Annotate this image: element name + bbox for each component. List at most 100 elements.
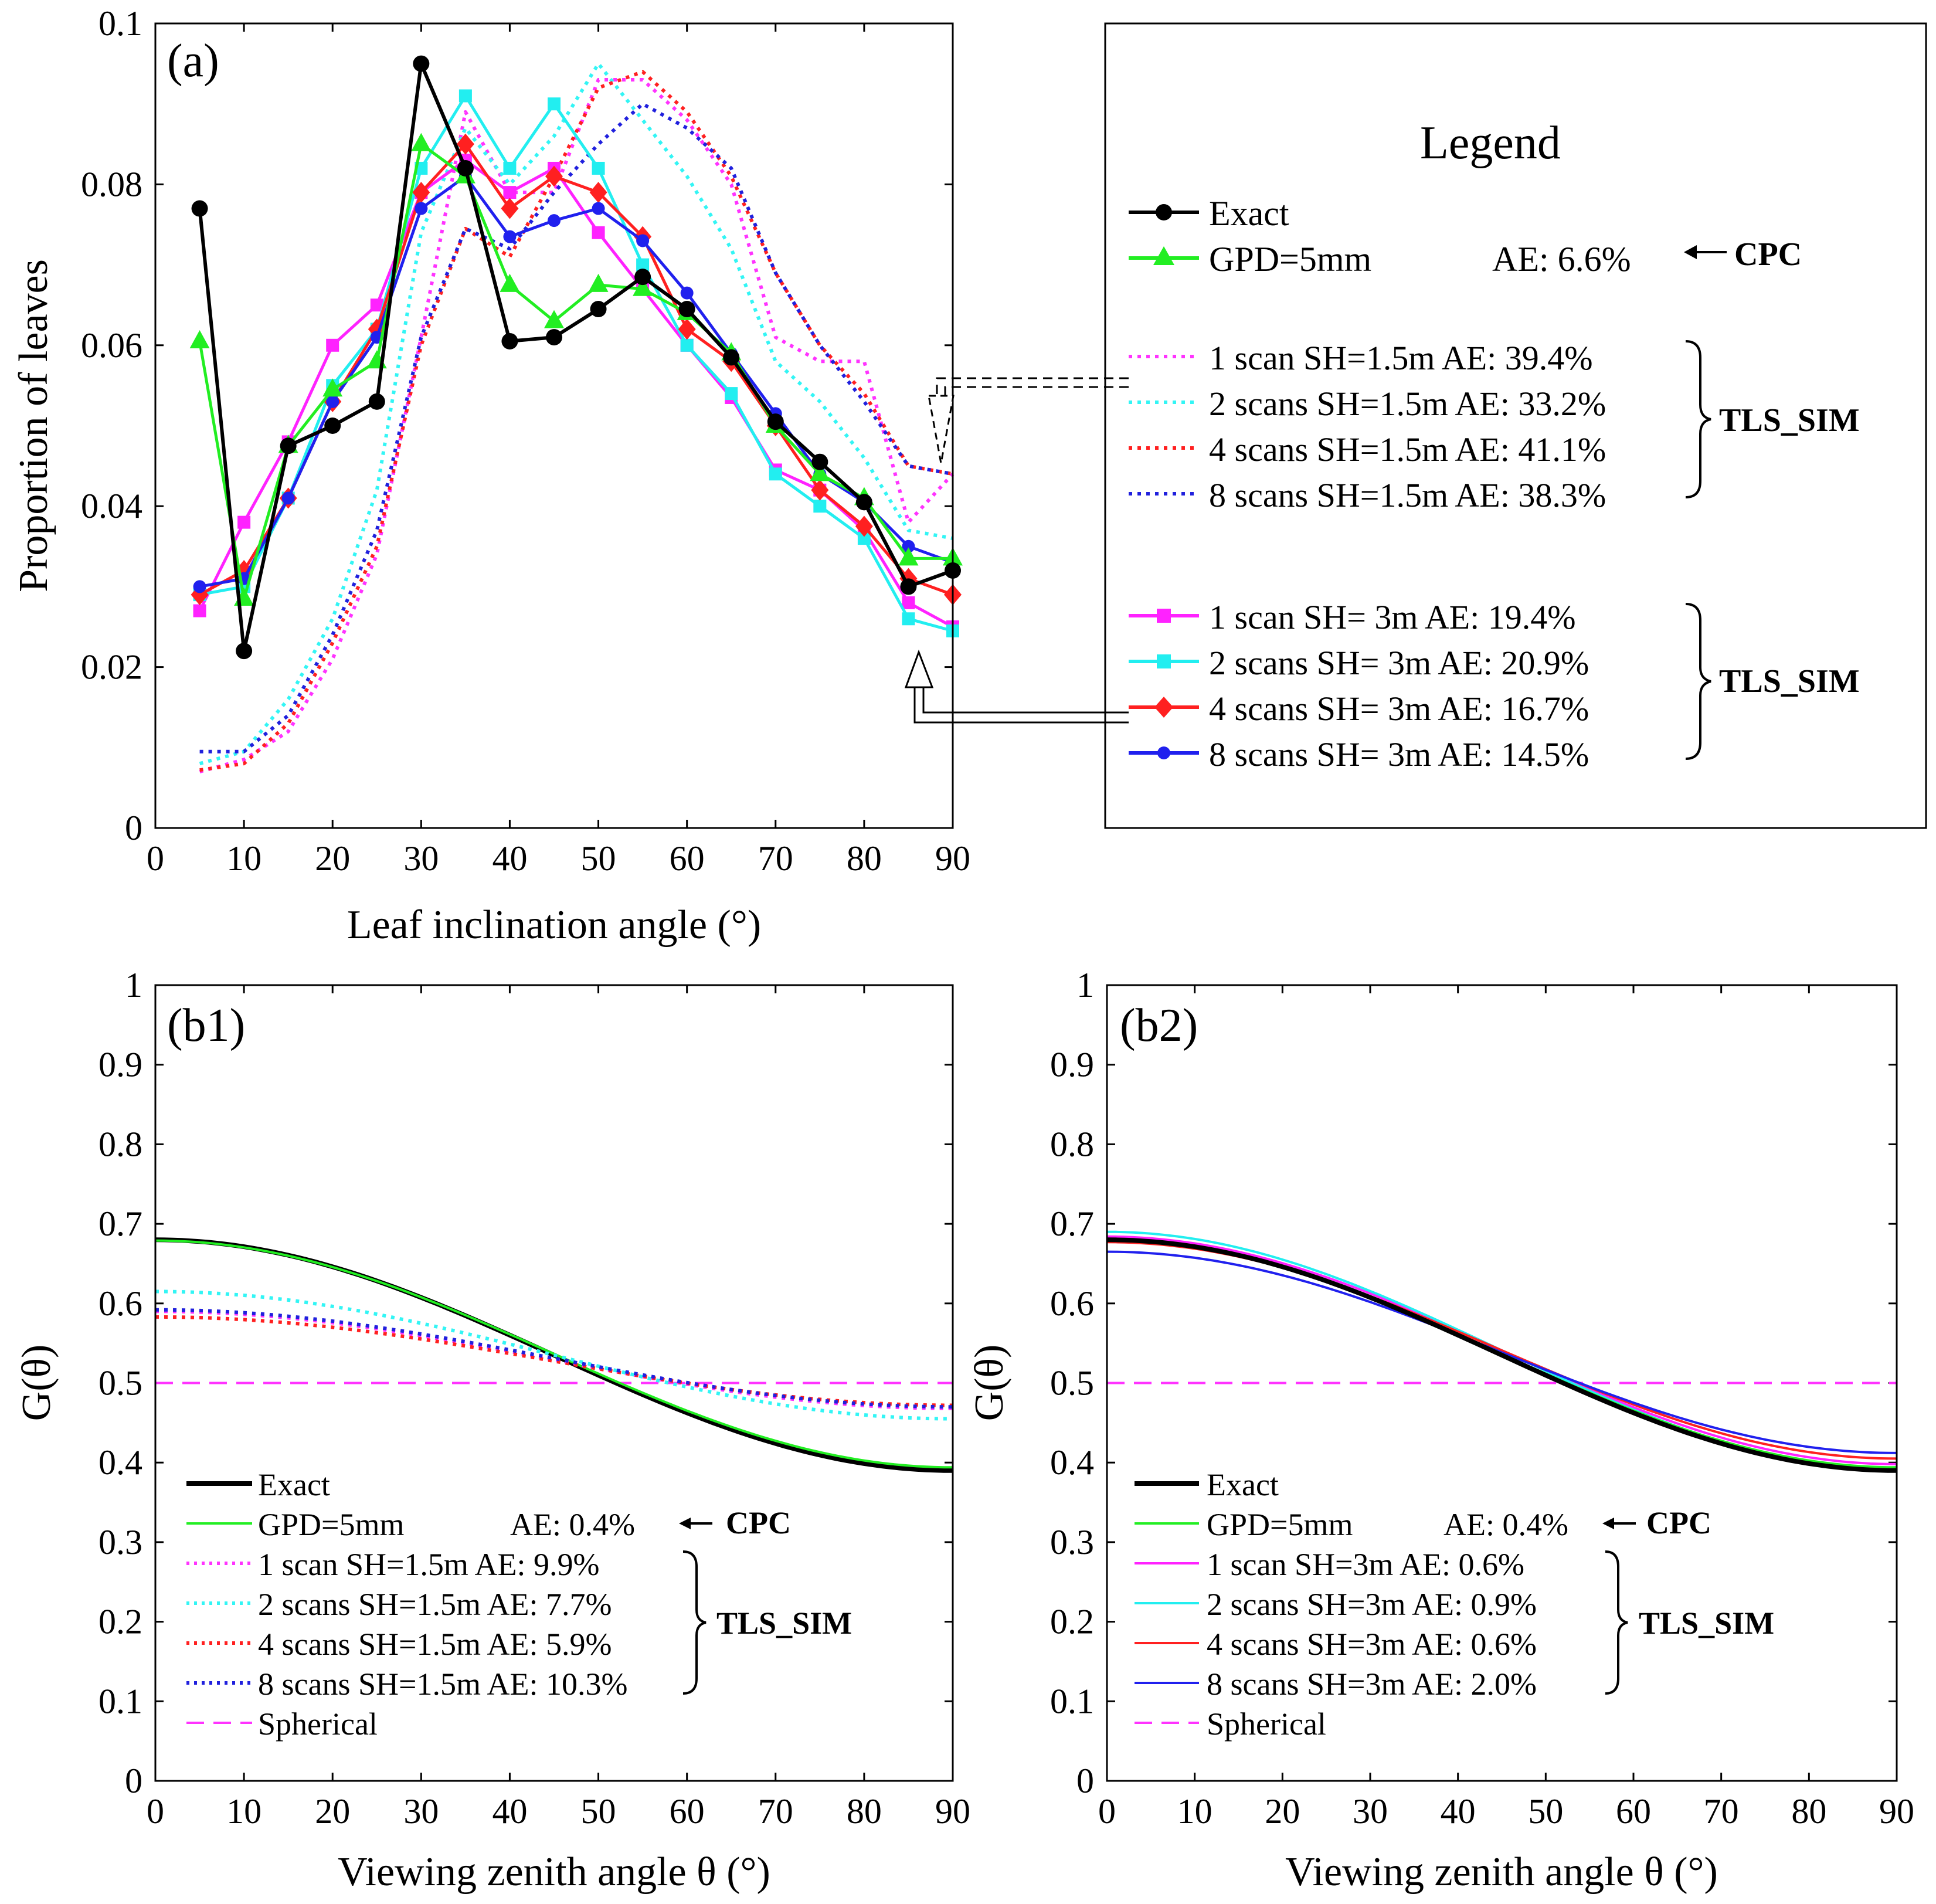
legend-b1-2scans: 2 scans SH=1.5m AE: 7.7% [258,1587,612,1622]
solid-arrow-head-icon [904,649,934,688]
panel-label-a: (a) [167,35,219,87]
legend-b2-1scan: 1 scan SH=3m AE: 0.6% [1207,1547,1524,1582]
x-tick-label: 70 [758,839,793,878]
dashed-arrow-head-icon [928,395,955,464]
legend-b1-tls: TLS_SIM [716,1606,852,1641]
y-tick-label: 0.8 [99,1125,142,1163]
data-point [456,133,474,155]
x-tick-label: 50 [581,1792,616,1831]
data-point [592,226,605,239]
data-point [902,539,915,553]
y-tick-label: 0.5 [1050,1364,1094,1403]
brace-icon [1605,1550,1628,1695]
y-tick-label: 0.06 [81,326,142,365]
x-axis-label-b2: Viewing zenith angle θ (°) [1285,1849,1718,1895]
legend-a: Legend Exact GPD=5mm AE: 6.6% CPC 1 scan… [1104,22,1927,829]
data-point [588,273,609,292]
data-point [280,437,297,454]
data-point [413,55,430,72]
data-point [855,515,873,537]
legend-label-2scans-3m: 2 scans SH= 3m AE: 20.9% [1209,644,1589,682]
data-point [191,200,208,217]
y-tick-label: 0.3 [1050,1523,1094,1562]
x-tick-label: 30 [1353,1792,1388,1831]
legend-b1-exact: Exact [258,1467,330,1502]
legend-label-2scans-1.5m: 2 scans SH=1.5m AE: 33.2% [1209,385,1606,423]
y-tick-label: 0.4 [99,1443,142,1482]
brace-icon [1685,603,1711,760]
axes-frame-a [154,22,954,829]
y-tick-label: 0.04 [81,487,142,525]
data-point [411,133,432,151]
legend-b2: Exact GPD=5mm AE: 0.4% CPC 1 scan SH=3m … [1135,1467,1774,1742]
x-tick-label: 80 [1791,1792,1826,1831]
legend-b1-cpc: CPC [726,1505,791,1540]
legend-label-gpd: GPD=5mm [1209,240,1371,279]
y-tick-label: 0.4 [1050,1443,1094,1482]
brace-icon [1685,340,1711,498]
data-point [636,234,650,247]
data-point [500,273,520,292]
legend-b1-spherical: Spherical [258,1706,378,1742]
data-point [544,310,564,328]
data-point [501,332,518,349]
panel-label-b1: (b1) [167,1000,245,1051]
cpc-arrow-icon [1684,245,1697,259]
series-line [155,1308,953,1409]
x-tick-label: 80 [847,1792,882,1831]
data-point [548,214,561,228]
data-point [326,395,339,408]
y-tick-label: 0 [1076,1762,1094,1800]
cpc-arrow-icon [1602,1518,1614,1529]
legend-b2-gpd-ae: AE: 0.4% [1443,1507,1568,1542]
axes-frame-b2 [1106,984,1898,1782]
y-tick-label: 0.9 [99,1046,142,1084]
y-tick-label: 0.08 [81,165,142,203]
legend-label-1scan-3m: 1 scan SH= 3m AE: 19.4% [1209,598,1576,636]
y-tick-label: 0.6 [99,1284,142,1323]
legend-b1-8scans: 8 scans SH=1.5m AE: 10.3% [258,1667,627,1702]
y-tick-label: 0.1 [1050,1682,1094,1720]
axes-frame-b1 [154,984,954,1782]
legend-b1-gpd-ae: AE: 0.4% [510,1507,635,1542]
x-tick-label: 40 [492,1792,527,1831]
data-point [503,186,517,199]
x-tick-label: 60 [1616,1792,1651,1831]
data-point [501,198,519,219]
y-tick-label: 0 [125,1762,142,1800]
y-tick-label: 0.6 [1050,1284,1094,1323]
x-tick-label: 10 [226,839,261,878]
x-tick-label: 20 [315,1792,350,1831]
y-tick-label: 0 [125,809,142,847]
data-point [412,182,430,203]
series-line [199,102,953,754]
legend-marker-exact [1156,204,1172,220]
data-point [633,277,653,296]
y-tick-label: 0.9 [1050,1046,1094,1084]
data-point [810,463,830,481]
series-line [199,78,955,773]
data-point [680,338,694,352]
series-line [155,1289,953,1421]
panel-label-b2: (b2) [1120,1000,1198,1051]
legend-box-a [1104,22,1927,829]
x-axis-label-b1: Viewing zenith angle θ (°) [338,1849,770,1895]
legend-b1-1scan: 1 scan SH=1.5m AE: 9.9% [258,1547,599,1582]
data-point [281,491,295,505]
data-point [592,202,605,215]
data-point [548,97,561,111]
data-point [503,161,517,175]
cpc-arrow-icon [679,1518,691,1529]
data-point [189,330,210,348]
data-point [678,318,696,340]
data-point [723,349,740,366]
legend-b1-gpd: GPD=5mm [258,1507,405,1542]
data-point [902,596,915,609]
legend-marker-circle-blue [1157,746,1170,759]
x-tick-label: 10 [1177,1792,1212,1831]
legend-ae-gpd: AE: 6.6% [1492,240,1631,279]
legend-label-1scan-1.5m: 1 scan SH=1.5m AE: 39.4% [1209,339,1593,377]
data-point [636,258,650,271]
y-axis-label-b2: G(θ) [967,1345,1012,1421]
legend-b2-8scans: 8 scans SH=3m AE: 2.0% [1207,1667,1537,1702]
